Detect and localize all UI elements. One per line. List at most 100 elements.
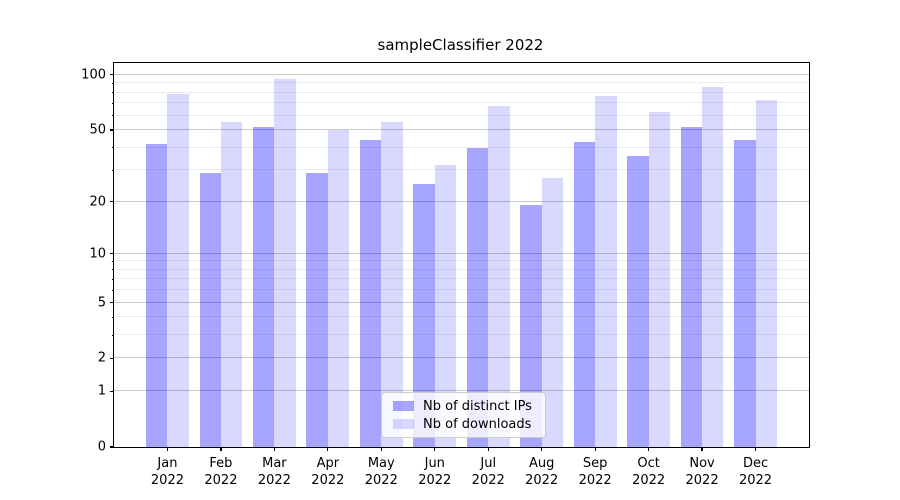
y-axis-minor-tick [111, 102, 114, 104]
gridline-major [114, 252, 809, 254]
x-label-year: 2022 [418, 473, 452, 488]
y-axis-tick [110, 253, 114, 255]
y-axis-tick [110, 357, 114, 360]
x-axis-tick-label: Apr 2022 [311, 455, 344, 489]
x-axis-tick-label: Mar 2022 [258, 455, 291, 489]
gridline-major [114, 200, 809, 202]
gridline-minor [114, 91, 809, 93]
x-axis-tick [273, 447, 275, 451]
gridline-minor [114, 316, 809, 318]
bar-distinct-ips [466, 147, 489, 447]
x-axis-tick-label: Jul 2022 [472, 455, 505, 489]
bar-distinct-ips [573, 141, 596, 447]
x-label-month: Jul [480, 456, 497, 471]
y-axis-tick-label: 20 [89, 194, 106, 210]
x-label-year: 2022 [578, 473, 612, 488]
x-label-month: Aug [528, 456, 555, 471]
gridline-minor [114, 260, 809, 262]
x-label-year: 2022 [311, 473, 345, 488]
bar-distinct-ips [627, 155, 649, 447]
x-label-month: Jun [424, 456, 445, 471]
x-label-month: Oct [637, 456, 660, 471]
gridline-minor [114, 268, 809, 270]
gridline-major [114, 390, 809, 392]
x-axis-tick [434, 447, 436, 451]
bar-distinct-ips [359, 140, 382, 447]
gridline-minor [114, 278, 809, 280]
x-label-month: Mar [262, 456, 287, 471]
y-axis-tick [110, 74, 114, 76]
x-axis-tick [701, 447, 703, 451]
bar-downloads [541, 178, 564, 447]
y-axis-tick-label: 100 [81, 67, 106, 83]
gridline-major [114, 73, 809, 75]
x-label-month: Nov [689, 456, 715, 471]
x-axis-tick [541, 447, 543, 451]
y-axis-minor-tick [111, 92, 114, 94]
y-axis-tick [110, 200, 114, 203]
y-axis-tick-label: 0 [97, 439, 106, 455]
x-axis-tick [754, 447, 757, 451]
bar-downloads [220, 122, 243, 447]
x-axis-tick [594, 447, 596, 451]
bar-distinct-ips [253, 126, 275, 447]
bar-distinct-ips [520, 205, 542, 447]
bar-distinct-ips [306, 172, 328, 447]
x-label-year: 2022 [525, 473, 559, 488]
chart-title: sampleClassifier 2022 [377, 36, 544, 54]
bar-downloads [274, 78, 296, 447]
gridline-major [114, 357, 809, 359]
x-axis-tick-label: Jan 2022 [151, 455, 184, 489]
y-axis-minor-tick [111, 269, 114, 271]
y-axis-tick [110, 129, 114, 131]
y-axis-tick-label: 50 [89, 122, 106, 138]
bar-distinct-ips [680, 126, 703, 447]
y-axis-minor-tick [111, 289, 114, 291]
y-axis-minor-tick [111, 82, 114, 84]
bar-downloads [381, 122, 403, 447]
y-axis-minor-tick [111, 147, 114, 149]
legend-label-downloads: Nb of downloads [423, 416, 532, 432]
y-axis-tick [110, 301, 114, 304]
bar-downloads [755, 99, 777, 447]
x-label-year: 2022 [150, 473, 184, 488]
x-label-year: 2022 [632, 473, 666, 488]
x-label-month: Apr [316, 456, 340, 471]
gridline-minor [114, 289, 809, 291]
gridline-major [114, 301, 809, 303]
y-axis-tick-label: 1 [97, 383, 106, 399]
x-axis-tick-label: Aug 2022 [525, 455, 558, 489]
x-label-month: Dec [742, 456, 769, 471]
y-axis-tick-label: 2 [97, 350, 106, 366]
x-axis-tick-label: Sep 2022 [579, 455, 612, 489]
bar-downloads [595, 95, 617, 447]
x-axis-tick-label: Jun 2022 [418, 455, 451, 489]
bar-distinct-ips [734, 140, 756, 447]
gridline-minor [114, 82, 809, 84]
y-axis-minor-tick [111, 316, 114, 318]
x-label-year: 2022 [364, 473, 398, 488]
legend-swatch-distinct-ips [393, 401, 414, 411]
gridline-minor [114, 102, 809, 104]
legend: Nb of distinct IPs Nb of downloads [381, 392, 546, 438]
y-axis-tick-label: 10 [89, 246, 106, 262]
y-axis-tick [110, 446, 114, 448]
gridline-minor [114, 334, 809, 336]
y-axis-minor-tick [111, 278, 114, 280]
bar-distinct-ips [199, 172, 221, 447]
x-label-year: 2022 [685, 473, 719, 488]
bar-downloads [434, 165, 457, 447]
x-label-year: 2022 [204, 473, 238, 488]
x-label-year: 2022 [738, 473, 773, 488]
plot-area: Nb of distinct IPs Nb of downloads 0 1 2 5 1… [81, 62, 810, 488]
x-axis-tick-label: Oct 2022 [632, 455, 665, 489]
x-axis-tick [220, 447, 222, 451]
x-axis-tick-label: Nov 2022 [686, 455, 719, 489]
bar-distinct-ips [146, 143, 168, 447]
x-label-year: 2022 [257, 473, 291, 488]
x-axis-tick-label: Dec 2022 [739, 455, 772, 489]
x-axis-tick-label: Feb 2022 [204, 455, 237, 489]
y-axis-minor-tick [111, 334, 114, 336]
x-axis-tick [487, 447, 489, 451]
y-axis-minor-tick [111, 260, 114, 262]
